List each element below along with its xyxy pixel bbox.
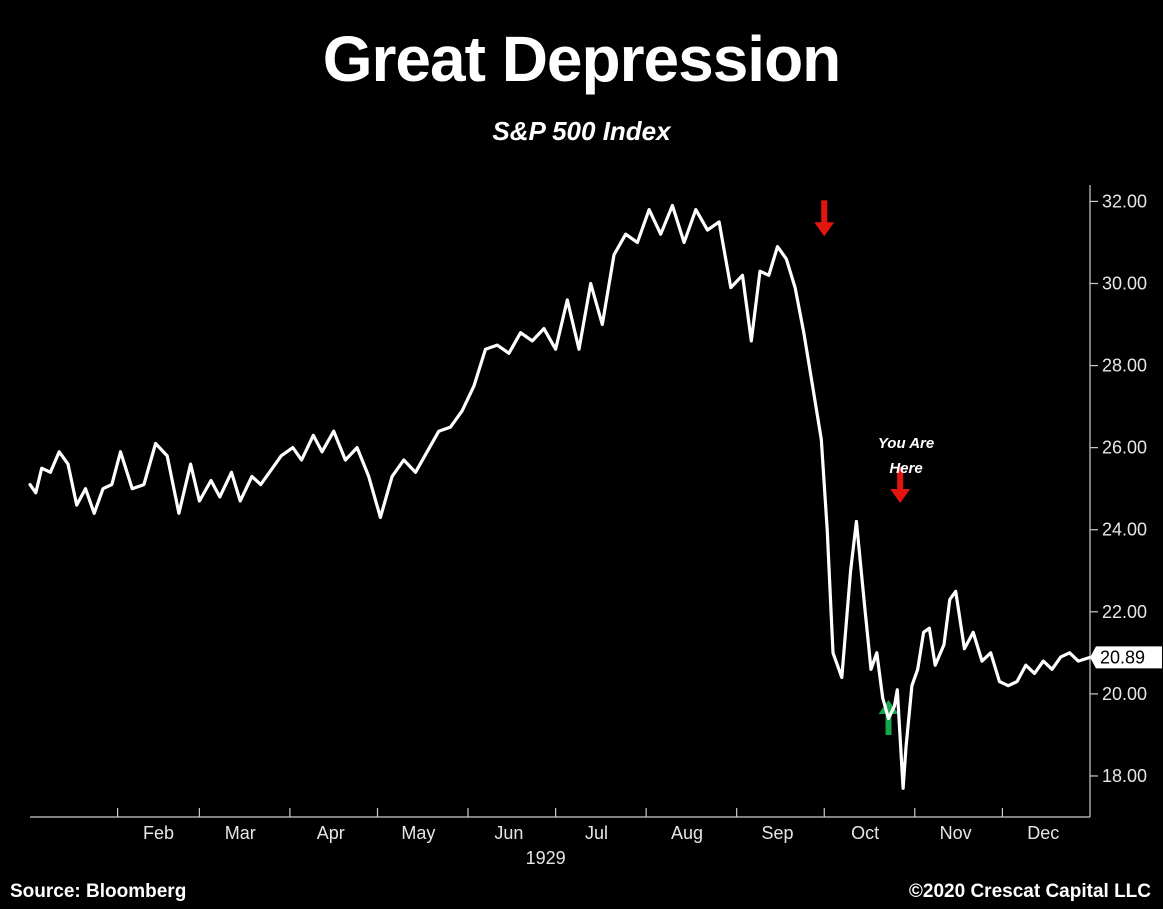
series-layer: [28, 203, 1092, 790]
x-tick-label: May: [401, 823, 435, 843]
arrow-shaft: [897, 467, 904, 491]
y-tick-label: 32.00: [1102, 191, 1147, 211]
copyright-note: ©2020 Crescat Capital LLC: [908, 881, 1151, 902]
down-arrow-icon: [890, 467, 911, 504]
x-tick-label: Jun: [494, 823, 523, 843]
annotation-layer: You Are Here: [814, 200, 934, 736]
y-tick-label: 30.00: [1102, 273, 1147, 293]
y-tick-label: 20.00: [1102, 684, 1147, 704]
y-tick-label: 24.00: [1102, 520, 1147, 540]
x-tick-label: Nov: [940, 823, 972, 843]
x-year-label: 1929: [526, 848, 566, 868]
y-tick-label: 26.00: [1102, 438, 1147, 458]
y-tick-label: 28.00: [1102, 356, 1147, 376]
annotation-text: You Are: [878, 435, 934, 452]
arrow-head: [890, 489, 911, 504]
source-note: Source: Bloomberg: [10, 881, 187, 902]
x-tick-label: Feb: [143, 823, 174, 843]
y-tick-label: 18.00: [1102, 766, 1147, 786]
x-tick-label: Apr: [317, 823, 345, 843]
arrow-shaft: [821, 200, 828, 224]
last-value-layer: 20.89: [1090, 646, 1162, 669]
arrow-head: [814, 222, 835, 237]
series-line: [28, 203, 1092, 790]
arrow-shaft: [885, 713, 892, 736]
x-tick-label: Jul: [585, 823, 608, 843]
chart-subtitle: S&P 500 Index: [492, 116, 671, 146]
x-tick-label: Dec: [1027, 823, 1059, 843]
y-tick-label: 22.00: [1102, 602, 1147, 622]
x-tick-label: Mar: [225, 823, 256, 843]
chart-title: Great Depression: [322, 23, 842, 95]
last-value-box: [1090, 646, 1162, 669]
last-value-label: 20.89: [1100, 647, 1145, 667]
x-tick-label: Sep: [762, 823, 794, 843]
x-tick-label: Aug: [671, 823, 703, 843]
x-tick-label: Oct: [851, 823, 879, 843]
down-arrow-icon: [814, 200, 835, 237]
annotation-text: Here: [889, 460, 922, 477]
axis-layer: 32.00 30.00 28.00 26.00 24.00 22.00 20.00 18.00…: [30, 185, 1147, 868]
